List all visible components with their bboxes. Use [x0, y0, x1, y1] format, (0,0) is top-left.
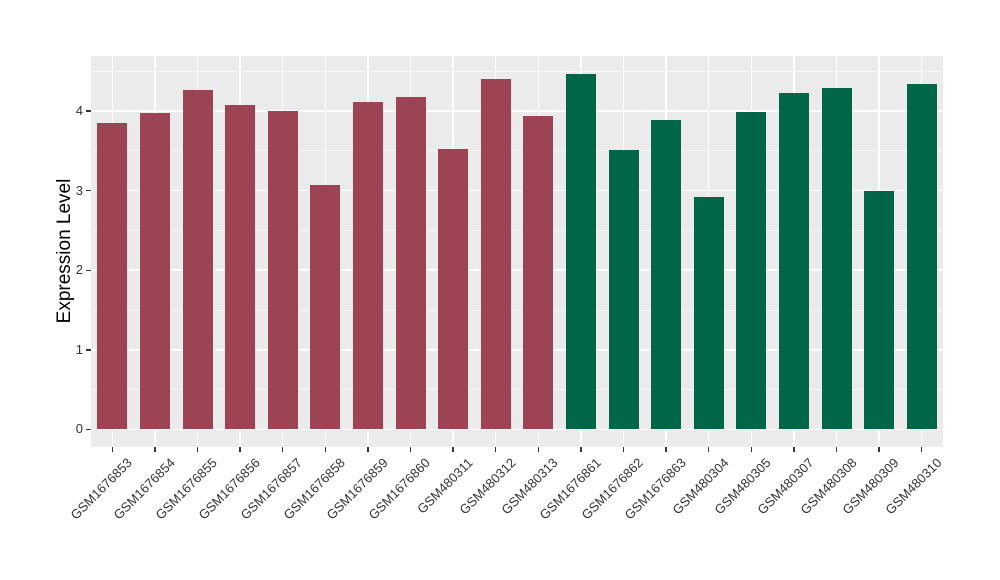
- x-tick-mark: [708, 447, 710, 452]
- y-tick-mark: [86, 110, 91, 112]
- x-tick-mark: [793, 447, 795, 452]
- bar-GSM480311: [438, 149, 469, 430]
- y-tick-label: 2: [75, 262, 83, 278]
- bar-GSM1676853: [97, 122, 128, 430]
- y-tick-mark: [86, 349, 91, 351]
- x-tick-mark: [196, 447, 199, 452]
- major-gridline: [91, 428, 943, 431]
- x-tick-mark: [239, 447, 241, 452]
- bar-GSM1676860: [395, 96, 426, 430]
- y-tick-label: 4: [75, 102, 83, 118]
- bar-GSM1676856: [225, 104, 256, 430]
- y-tick-label: 1: [75, 341, 83, 357]
- x-tick-mark: [665, 447, 667, 452]
- bar-GSM480310: [906, 83, 937, 430]
- bar-GSM480307: [778, 92, 809, 430]
- minor-gridline: [91, 70, 943, 72]
- bar-GSM1676858: [310, 185, 341, 430]
- y-tick-label: 0: [75, 421, 83, 437]
- x-tick-mark: [495, 447, 497, 452]
- bar-GSM480309: [864, 190, 895, 430]
- bar-GSM1676862: [608, 149, 639, 430]
- x-tick-mark: [921, 447, 923, 452]
- x-tick-mark: [750, 447, 752, 452]
- bar-GSM1676863: [651, 119, 682, 430]
- x-tick-mark: [878, 447, 880, 452]
- bar-GSM480308: [821, 87, 852, 430]
- bar-GSM1676854: [139, 113, 170, 430]
- x-tick-mark: [537, 447, 539, 452]
- x-tick-mark: [409, 447, 412, 452]
- minor-gridline: [91, 150, 943, 152]
- bar-GSM480313: [523, 115, 554, 430]
- y-axis-title: Expression Level: [54, 178, 75, 324]
- bar-GSM1676861: [565, 74, 596, 430]
- y-tick-mark: [86, 189, 91, 192]
- x-tick-mark: [835, 447, 838, 452]
- bar-GSM480312: [480, 79, 511, 430]
- bar-GSM1676857: [267, 110, 298, 430]
- minor-gridline: [91, 309, 943, 311]
- x-tick-mark: [580, 447, 582, 452]
- major-gridline: [91, 349, 943, 351]
- bar-GSM480305: [736, 111, 767, 430]
- x-tick-mark: [154, 447, 156, 452]
- major-gridline: [91, 189, 943, 192]
- x-tick-mark: [111, 447, 113, 452]
- x-tick-mark: [324, 447, 326, 452]
- x-tick-mark: [452, 447, 454, 452]
- x-tick-mark: [282, 447, 284, 452]
- plot-panel: [91, 56, 943, 447]
- x-tick-mark: [622, 447, 625, 452]
- y-tick-label: 3: [75, 182, 83, 198]
- bar-GSM1676859: [352, 102, 383, 430]
- major-gridline: [91, 269, 943, 271]
- major-gridline: [91, 110, 943, 112]
- bar-GSM1676855: [182, 90, 213, 430]
- y-tick-mark: [86, 428, 91, 431]
- x-tick-mark: [367, 447, 369, 452]
- y-tick-mark: [86, 269, 91, 271]
- minor-gridline: [91, 389, 943, 391]
- bar-GSM480304: [693, 196, 724, 430]
- minor-gridline: [91, 229, 943, 231]
